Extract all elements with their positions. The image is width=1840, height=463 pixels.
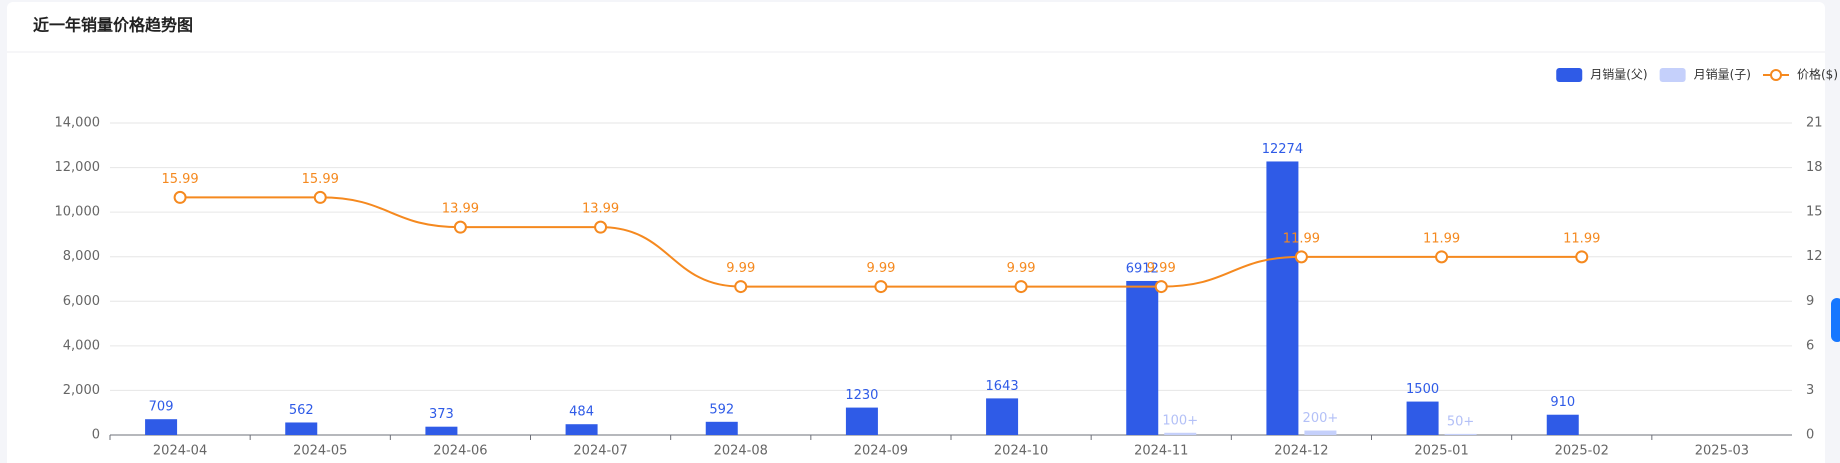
point — [734, 280, 748, 294]
line — [180, 196, 1582, 288]
bar — [1164, 432, 1197, 435]
bar — [1406, 401, 1439, 435]
point — [594, 220, 608, 234]
chart-title: 近一年销量价格趋势图 — [33, 16, 193, 35]
point — [1014, 280, 1028, 294]
data-label: 11.99 — [1563, 231, 1600, 246]
data-label: 13.99 — [582, 202, 619, 217]
data-label: 200+ — [1303, 411, 1339, 426]
point — [313, 190, 327, 204]
y2-tick-label: 6 — [1806, 338, 1814, 353]
data-label: 50+ — [1447, 414, 1474, 429]
data-label: 9.99 — [866, 261, 895, 276]
y-tick-label: 4,000 — [63, 338, 100, 353]
legend-label: 价格($) — [1797, 67, 1838, 82]
data-label: 12274 — [1262, 142, 1303, 157]
data-label: 6912 — [1126, 261, 1159, 276]
y2-tick-label: 12 — [1806, 249, 1823, 264]
x-tick-label: 2024-11 — [1134, 444, 1188, 459]
data-label: 11.99 — [1283, 231, 1320, 246]
data-label: 100+ — [1162, 413, 1198, 428]
y-tick-label: 2,000 — [63, 383, 100, 398]
bar — [845, 407, 878, 435]
legend-swatch — [1556, 68, 1583, 82]
y2-tick-label: 0 — [1806, 428, 1814, 443]
bar — [705, 421, 738, 435]
data-label: 562 — [289, 403, 314, 418]
x-tick-label: 2024-06 — [433, 444, 487, 459]
y-tick-label: 12,000 — [55, 160, 101, 175]
data-label: 11.99 — [1423, 231, 1460, 246]
data-label: 910 — [1550, 395, 1575, 410]
x-tick-label: 2024-12 — [1274, 444, 1328, 459]
data-label: 13.99 — [442, 202, 479, 217]
data-label: 15.99 — [302, 172, 339, 187]
bar — [1266, 161, 1299, 435]
y2-tick-label: 15 — [1806, 205, 1823, 220]
bar — [285, 422, 318, 435]
point — [453, 220, 467, 234]
x-tick-label: 2024-08 — [714, 444, 768, 459]
point — [1435, 250, 1449, 264]
data-label: 709 — [149, 400, 174, 415]
y2-tick-label: 3 — [1806, 383, 1814, 398]
x-tick-label: 2024-05 — [293, 444, 347, 459]
x-tick-label: 2024-10 — [994, 444, 1048, 459]
bar — [1444, 433, 1477, 435]
y-tick-label: 0 — [92, 428, 100, 443]
bar — [425, 426, 458, 435]
point — [173, 190, 187, 204]
x-tick-label: 2025-03 — [1695, 444, 1749, 459]
legend-marker — [1770, 69, 1782, 81]
y-tick-label: 10,000 — [55, 205, 101, 220]
point — [1294, 250, 1308, 264]
x-tick-label: 2024-04 — [153, 444, 207, 459]
bar — [145, 419, 178, 435]
point — [1154, 280, 1168, 294]
x-tick-label: 2025-02 — [1555, 444, 1609, 459]
data-label: 484 — [569, 405, 594, 420]
data-label: 1643 — [986, 379, 1019, 394]
point — [874, 280, 888, 294]
data-label: 15.99 — [161, 172, 198, 187]
point — [1575, 250, 1589, 264]
legend-label: 月销量(父) — [1590, 68, 1647, 82]
y2-tick-label: 21 — [1806, 116, 1823, 131]
legend-label: 月销量(子) — [1694, 68, 1751, 82]
x-tick-label: 2024-09 — [854, 444, 908, 459]
bar — [986, 398, 1019, 435]
bar — [1126, 280, 1159, 435]
bar — [1304, 430, 1337, 435]
y-tick-label: 6,000 — [63, 294, 100, 309]
data-label: 373 — [429, 407, 454, 422]
bar — [565, 424, 598, 435]
side-tab[interactable] — [1831, 298, 1840, 342]
bar — [1546, 414, 1579, 435]
data-label: 1500 — [1406, 382, 1439, 397]
data-label: 592 — [709, 402, 734, 417]
x-tick-label: 2024-07 — [573, 444, 627, 459]
y-tick-label: 14,000 — [55, 116, 101, 131]
data-label: 9.99 — [1147, 261, 1176, 276]
data-label: 1230 — [845, 388, 878, 403]
y2-tick-label: 18 — [1806, 160, 1823, 175]
y-tick-label: 8,000 — [63, 249, 100, 264]
card — [7, 2, 1825, 463]
data-label: 9.99 — [1007, 261, 1036, 276]
y2-tick-label: 9 — [1806, 294, 1814, 309]
x-tick-label: 2025-01 — [1414, 444, 1468, 459]
legend-swatch — [1659, 68, 1686, 82]
data-label: 9.99 — [726, 261, 755, 276]
